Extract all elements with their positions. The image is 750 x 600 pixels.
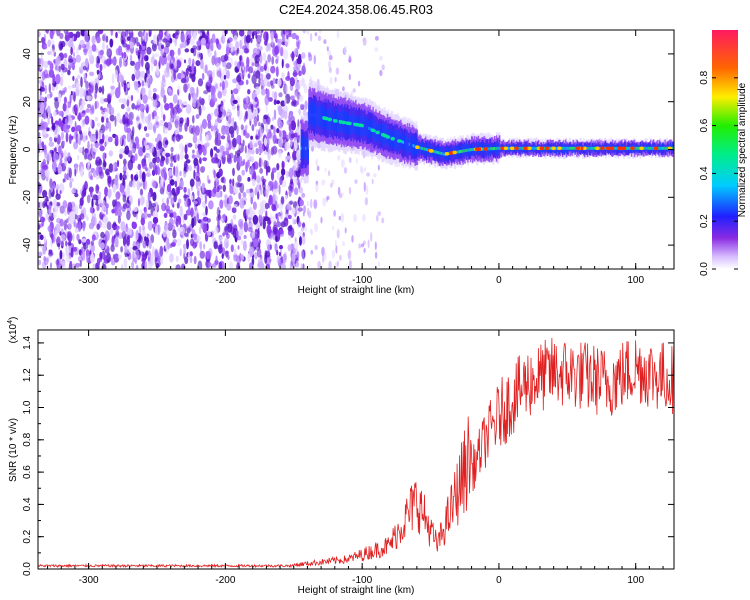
spectrogram-ytick-label: -40 — [22, 237, 33, 252]
snr-ytick-label: 0.8 — [22, 432, 33, 446]
spectrogram-xtick-label: -100 — [352, 275, 372, 286]
colorbar-gradient — [712, 30, 738, 269]
spectrogram-xlabel: Height of straight line (km) — [298, 285, 415, 296]
snr-xlabel: Height of straight line (km) — [298, 585, 415, 596]
snr-ylabel: SNR (10 * v/v) — [8, 418, 19, 482]
spectrogram-heatmap — [38, 30, 674, 269]
snr-series-line — [38, 337, 674, 569]
spectrogram-ytick-label: 20 — [22, 96, 33, 108]
spectrogram-ylabel: Frequency (Hz) — [8, 116, 19, 185]
spectrogram-ytick-label: 0 — [22, 146, 33, 152]
snr-ytick-label: 0.6 — [22, 465, 33, 479]
snr-ytick-label: 1.2 — [22, 368, 33, 382]
spectrogram-ytick-label: -20 — [22, 190, 33, 205]
snr-ytick-label: 0.4 — [22, 497, 33, 511]
snr-ytick-label: 1.0 — [22, 400, 33, 414]
snr-ytick-label: 1.4 — [22, 336, 33, 350]
colorbar-tick-label: 0.2 — [699, 214, 710, 228]
colorbar-tick-label: 0.4 — [699, 166, 710, 180]
colorbar-tick-label: 0.0 — [699, 262, 710, 276]
snr-xtick-label: -300 — [79, 575, 99, 586]
snr-xtick-label: 100 — [627, 575, 644, 586]
figure-title: C2E4.2024.358.06.45.R03 — [279, 2, 433, 17]
snr-ytick-label: 0.0 — [22, 562, 33, 576]
spectrogram-xtick-label: 100 — [627, 275, 644, 286]
colorbar-tick-label: 0.6 — [699, 118, 710, 132]
colorbar-label: Normalized spectral amplitude — [737, 82, 748, 217]
snr-xtick-label: 0 — [496, 575, 502, 586]
colorbar-tick-label: 0.8 — [699, 70, 710, 84]
snr-scale-base: (x10 — [8, 323, 19, 343]
colorbar-ticks: 0.0 0.2 0.4 0.6 0.8 — [699, 70, 738, 276]
snr-ytick-label: 0.2 — [22, 529, 33, 543]
spectrogram-xtick-label: -200 — [215, 275, 235, 286]
spectrogram-xtick-label: 0 — [496, 275, 502, 286]
snr-frame — [37, 329, 675, 570]
snr-ticks: -300 -200 -100 0 100 0.0 0.2 0.4 0.6 0.8 1.0 1.2 1.4 — [22, 330, 674, 586]
spectrogram-ytick-label: 40 — [22, 48, 33, 60]
snr-scale-exp: 4 — [7, 320, 14, 324]
snr-xtick-label: -100 — [352, 575, 372, 586]
colorbar: 0.0 0.2 0.4 0.6 0.8 Normalized spectral ampl… — [699, 30, 748, 276]
snr-xtick-label: -200 — [215, 575, 235, 586]
snr-panel: -300 -200 -100 0 100 0.0 0.2 0.4 0.6 0.8 1.0 1.2 1.4… — [7, 317, 675, 596]
snr-scale-label: (x104) — [7, 317, 19, 344]
spectrogram-xtick-label: -300 — [79, 275, 99, 286]
